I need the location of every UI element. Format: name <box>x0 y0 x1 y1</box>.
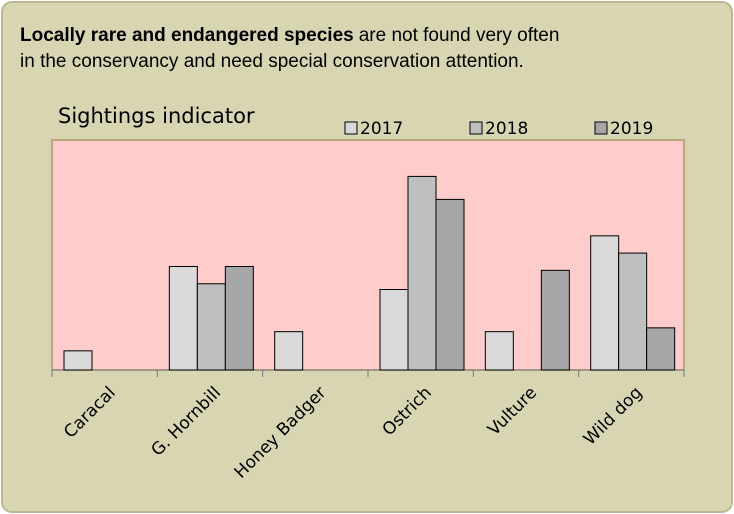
bar <box>590 235 620 371</box>
legend-label: 2018 <box>485 119 528 139</box>
bar <box>407 175 437 371</box>
intro-bold: Locally rare and endangered species <box>20 25 354 46</box>
legend-label: 2019 <box>610 119 653 139</box>
bar <box>168 266 198 371</box>
intro-line-2: in the conservancy and need special cons… <box>20 51 524 72</box>
legend-swatch <box>469 121 483 135</box>
bar <box>379 289 409 371</box>
bar <box>196 283 226 371</box>
intro-line-1: Locally rare and endangered species are n… <box>20 25 559 46</box>
bar <box>224 266 254 371</box>
chart-title: Sightings indicator <box>58 104 255 128</box>
legend-swatch <box>594 121 608 135</box>
bar <box>435 198 465 371</box>
plot-area <box>51 139 685 371</box>
legend-swatch <box>344 121 358 135</box>
bar <box>618 252 648 371</box>
bar <box>274 331 304 371</box>
bar <box>540 269 570 371</box>
bar <box>484 331 514 371</box>
legend-label: 2017 <box>360 119 403 139</box>
intro-text: are not found very often <box>359 25 560 46</box>
bar <box>646 327 676 371</box>
bar <box>63 350 93 371</box>
